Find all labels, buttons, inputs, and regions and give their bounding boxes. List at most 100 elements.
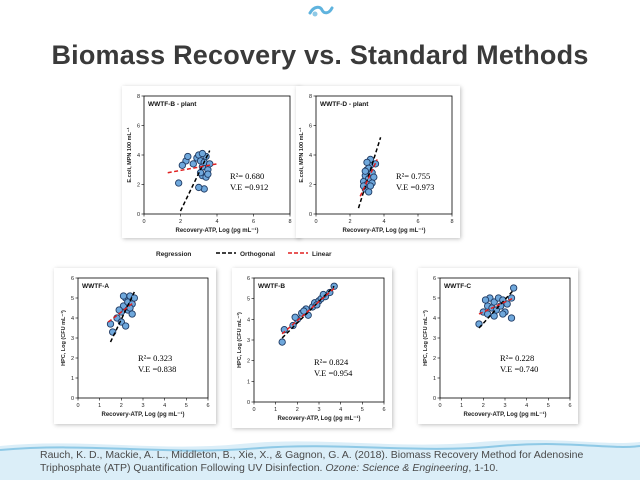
y-tick-label: 2	[137, 183, 140, 189]
x-tick-label: 5	[185, 403, 188, 409]
citation: Rauch, K. D., Mackie, A. L., Middleton, …	[40, 449, 630, 474]
chart-panel-wwtf-a: 0 1 2 3 4 5 6 0 1 2 3 4 5 6 Recovery-ATP, Log (pg mL⁻¹…	[54, 268, 216, 424]
data-point	[507, 314, 516, 322]
page-title: Biomass Recovery vs. Standard Methods	[51, 40, 589, 70]
y-tick-label: 0	[433, 396, 436, 402]
variance-explained-label: V.E =0.838	[138, 364, 176, 374]
orthogonal-regression-line	[281, 285, 335, 339]
data-point	[499, 310, 507, 318]
y-tick-label: 0	[71, 396, 74, 402]
y-tick-label: 6	[137, 124, 140, 130]
y-tick-label: 2	[309, 183, 312, 189]
linear-regression-line	[107, 301, 135, 323]
x-tick-label: 6	[416, 219, 419, 225]
orthogonal-regression-line	[109, 291, 136, 343]
x-tick-label: 6	[382, 407, 385, 413]
plot-frame	[315, 95, 453, 215]
chart-panel-wwtf-b: 0 1 2 3 4 5 6 0 1 2 3 4 5 6 Recovery-ATP, Log (pg mL⁻¹…	[232, 268, 392, 428]
chart-wwtf-b: 0 1 2 3 4 5 6 0 1 2 3 4 5 6 Recovery-ATP, Log (pg mL⁻¹…	[236, 276, 386, 422]
y-tick-label: 6	[309, 124, 312, 130]
legend-linear-label: Linear	[312, 251, 332, 258]
y-tick-label: 5	[247, 297, 250, 303]
y-axis-label: E.coli, MPN 100 mL⁻¹	[126, 127, 133, 182]
x-tick-label: 8	[288, 219, 291, 225]
y-tick-label: 1	[433, 376, 436, 382]
data-point	[481, 296, 490, 304]
y-tick-label: 3	[71, 336, 74, 342]
x-tick-label: 1	[98, 403, 101, 409]
logo-icon	[308, 5, 334, 17]
y-tick-label: 2	[71, 356, 74, 362]
x-axis-label: Recovery-ATP, Log (pg mL⁻¹)	[464, 411, 547, 418]
y-tick-label: 6	[71, 276, 74, 282]
y-tick-label: 5	[433, 296, 436, 302]
data-point	[195, 183, 203, 192]
x-tick-label: 2	[296, 407, 299, 413]
x-tick-label: 3	[503, 403, 506, 409]
x-tick-label: 6	[568, 403, 571, 409]
data-point	[175, 179, 183, 187]
x-tick-label: 0	[76, 403, 79, 409]
y-tick-label: 4	[309, 153, 312, 159]
y-axis-label: HPC, Log (CFU mL⁻¹)	[236, 312, 243, 368]
x-tick-label: 6	[252, 219, 255, 225]
data-point	[128, 310, 136, 318]
y-tick-label: 0	[137, 212, 140, 218]
r-squared-label: R²= 0.824	[314, 357, 349, 367]
x-tick-label: 4	[215, 219, 218, 225]
panel-title: WWTF-C	[444, 283, 471, 290]
y-tick-label: 1	[247, 379, 250, 385]
y-tick-label: 4	[433, 316, 436, 322]
r-squared-label: R²= 0.680	[230, 171, 264, 181]
chart-panel-wwtf-c: 0 1 2 3 4 5 6 0 1 2 3 4 5 6 Recovery-ATP, Log (pg mL⁻¹…	[418, 268, 578, 424]
chart-wwtf-c: 0 1 2 3 4 5 6 0 1 2 3 4 5 6 Recovery-ATP, Log (pg mL⁻¹…	[422, 276, 572, 418]
y-tick-label: 4	[247, 317, 250, 323]
panel-title: WWTF-B - plant	[148, 101, 197, 108]
y-axis-label: E.coli, MPN 100 mL⁻¹	[298, 127, 305, 182]
data-point	[291, 313, 299, 321]
linear-regression-line	[281, 287, 335, 335]
y-axis-label: HPC, Log (CFU mL⁻¹)	[422, 310, 429, 366]
y-tick-label: 4	[71, 316, 74, 322]
data-point	[490, 312, 498, 320]
plot-frame	[77, 277, 209, 399]
x-tick-label: 6	[206, 403, 209, 409]
x-axis-label: Recovery-ATP, Log (pg mL⁻¹)	[343, 227, 426, 234]
variance-explained-label: V.E =0.973	[396, 182, 434, 192]
data-point	[178, 161, 186, 169]
plot-frame	[439, 277, 571, 399]
variance-explained-label: V.E =0.954	[314, 368, 353, 378]
data-point	[289, 321, 297, 330]
r-squared-label: R²= 0.755	[396, 171, 430, 181]
y-tick-label: 8	[309, 94, 312, 100]
data-point	[370, 173, 378, 181]
y-tick-label: 0	[309, 212, 312, 218]
y-tick-label: 2	[433, 356, 436, 362]
y-tick-label: 2	[247, 359, 250, 365]
y-tick-label: 3	[247, 338, 250, 344]
linear-regression-line	[359, 159, 378, 197]
x-tick-label: 1	[274, 407, 277, 413]
data-point	[361, 167, 369, 175]
x-tick-label: 0	[438, 403, 441, 409]
chart-panel-wwtf-d-plant: 0 2 4 6 8 0 2 4 6 8 Recovery-ATP, Log (pg mL⁻¹) E.c…	[296, 86, 460, 238]
panel-title: WWTF-A	[82, 283, 109, 290]
y-axis-label: HPC, Log (CFU mL⁻¹)	[60, 310, 67, 366]
data-point	[119, 292, 128, 300]
x-tick-label: 8	[450, 219, 453, 225]
citation-pages: , 1-10.	[468, 461, 499, 474]
y-tick-label: 3	[433, 336, 436, 342]
x-tick-label: 5	[361, 407, 364, 413]
footer-wave-decoration	[0, 440, 640, 480]
x-tick-label: 2	[482, 403, 485, 409]
y-tick-label: 6	[433, 276, 436, 282]
y-tick-label: 8	[137, 94, 140, 100]
x-tick-label: 3	[317, 407, 320, 413]
data-point	[313, 301, 321, 309]
x-tick-label: 1	[460, 403, 463, 409]
x-tick-label: 4	[163, 403, 166, 409]
chart-wwtf-b-plant: 0 2 4 6 8 0 2 4 6 8 Recovery-ATP, Log (pg mL⁻¹) E.c…	[126, 94, 292, 234]
chart-wwtf-a: 0 1 2 3 4 5 6 0 1 2 3 4 5 6 Recovery-ATP, Log (pg mL⁻¹…	[60, 276, 210, 418]
data-point	[510, 284, 518, 292]
x-tick-label: 2	[120, 403, 123, 409]
